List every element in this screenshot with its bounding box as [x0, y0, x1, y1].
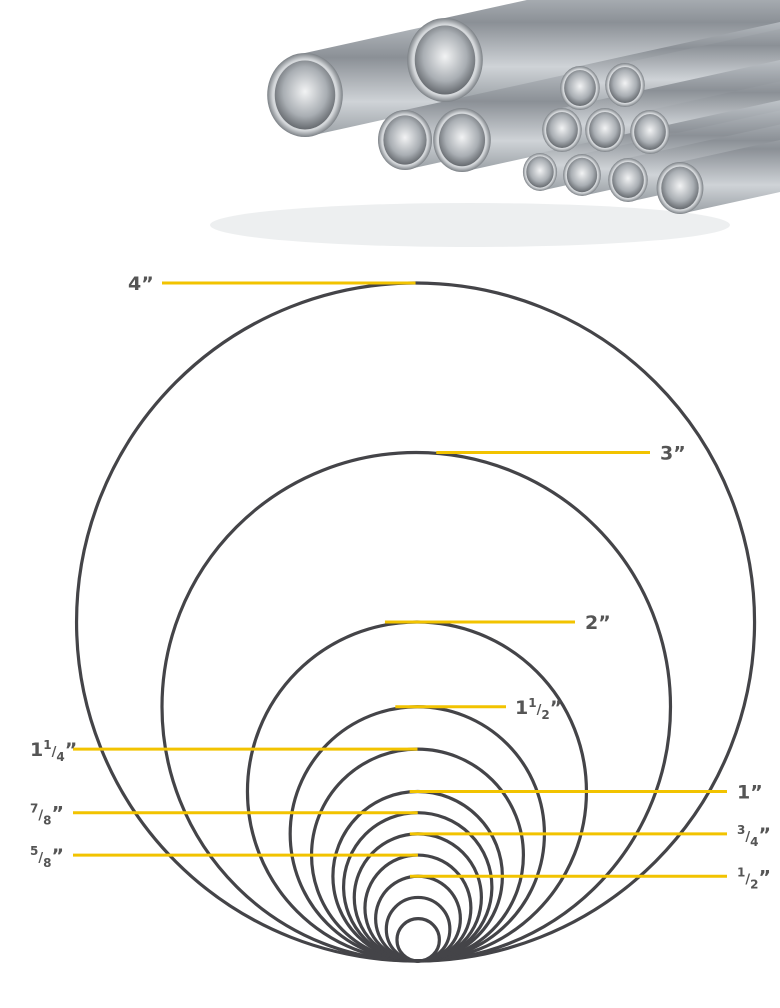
- label-slash: /: [745, 830, 750, 845]
- tube-bore: [634, 113, 666, 151]
- size-label-1in: 1”: [737, 782, 763, 804]
- label-denominator: 8: [43, 814, 51, 828]
- tube-bore: [546, 111, 578, 149]
- label-inch-mark: ”: [758, 824, 771, 846]
- label-inch-mark: ”: [550, 697, 563, 719]
- tube-bore: [564, 69, 596, 107]
- label-slash: /: [745, 872, 750, 887]
- size-label-3-4in: 3/4”: [737, 823, 771, 849]
- tube-bore: [566, 157, 598, 193]
- tube-bore: [383, 115, 427, 165]
- label-whole: 4: [128, 273, 141, 295]
- size-label-1-2in: 1/2”: [737, 865, 771, 891]
- tube-bore: [661, 166, 699, 210]
- label-inch-mark: ”: [750, 782, 763, 804]
- label-numerator: 1: [43, 738, 51, 752]
- size-label-1-1-4in: 11/4”: [30, 738, 77, 764]
- labels-layer: 4”3”2”11/2”11/4”1”7/8”3/4”5/8”1/2”: [30, 273, 771, 891]
- label-inch-mark: ”: [51, 803, 64, 825]
- label-inch-mark: ”: [65, 739, 78, 761]
- label-inch-mark: ”: [673, 443, 686, 465]
- label-whole: 3: [660, 443, 673, 465]
- label-whole: 1: [515, 697, 528, 719]
- label-numerator: 1: [737, 865, 745, 879]
- label-numerator: 5: [30, 844, 38, 858]
- label-denominator: 4: [56, 750, 64, 764]
- label-slash: /: [537, 703, 542, 718]
- size-label-3in: 3”: [660, 443, 686, 465]
- tube-bore: [414, 25, 476, 95]
- tube-bore: [609, 66, 641, 104]
- label-slash: /: [38, 851, 43, 866]
- label-denominator: 4: [750, 835, 758, 849]
- label-denominator: 2: [750, 877, 758, 891]
- label-slash: /: [52, 745, 57, 760]
- label-inch-mark: ”: [51, 845, 64, 867]
- label-whole: 2: [585, 612, 598, 634]
- size-circle: [384, 895, 452, 963]
- size-label-2in: 2”: [585, 612, 611, 634]
- size-label-5-8in: 5/8”: [30, 844, 64, 870]
- size-label-4in: 4”: [128, 273, 154, 295]
- size-circle: [363, 853, 473, 963]
- size-label-1-1-2in: 11/2”: [515, 696, 562, 722]
- svg-text:3/4”: 3/4”: [737, 823, 771, 849]
- svg-text:4”: 4”: [128, 273, 154, 295]
- svg-text:1/2”: 1/2”: [737, 865, 771, 891]
- leaders-layer: [73, 281, 727, 878]
- svg-text:1”: 1”: [737, 782, 763, 804]
- label-whole: 1: [737, 782, 750, 804]
- label-numerator: 1: [528, 696, 536, 710]
- steel-tubes-photo: [210, 0, 780, 247]
- label-denominator: 8: [43, 856, 51, 870]
- svg-text:2”: 2”: [585, 612, 611, 634]
- svg-text:11/4”: 11/4”: [30, 738, 77, 764]
- svg-text:3”: 3”: [660, 443, 686, 465]
- tube-bore: [612, 161, 644, 199]
- label-numerator: 3: [737, 823, 745, 837]
- tube-body: [680, 140, 780, 214]
- label-inch-mark: ”: [598, 612, 611, 634]
- tube-bore: [589, 111, 621, 149]
- tube-bore: [274, 60, 336, 130]
- label-slash: /: [38, 809, 43, 824]
- svg-text:5/8”: 5/8”: [30, 844, 64, 870]
- size-label-7-8in: 7/8”: [30, 802, 64, 828]
- label-denominator: 2: [541, 708, 549, 722]
- tube-bore: [438, 113, 486, 167]
- size-circle: [395, 917, 441, 963]
- svg-text:7/8”: 7/8”: [30, 802, 64, 828]
- label-numerator: 7: [30, 802, 38, 816]
- tube-body: [445, 0, 780, 102]
- label-inch-mark: ”: [141, 273, 154, 295]
- svg-text:11/2”: 11/2”: [515, 696, 562, 722]
- label-inch-mark: ”: [758, 866, 771, 888]
- label-whole: 1: [30, 739, 43, 761]
- tube-bore: [526, 156, 554, 188]
